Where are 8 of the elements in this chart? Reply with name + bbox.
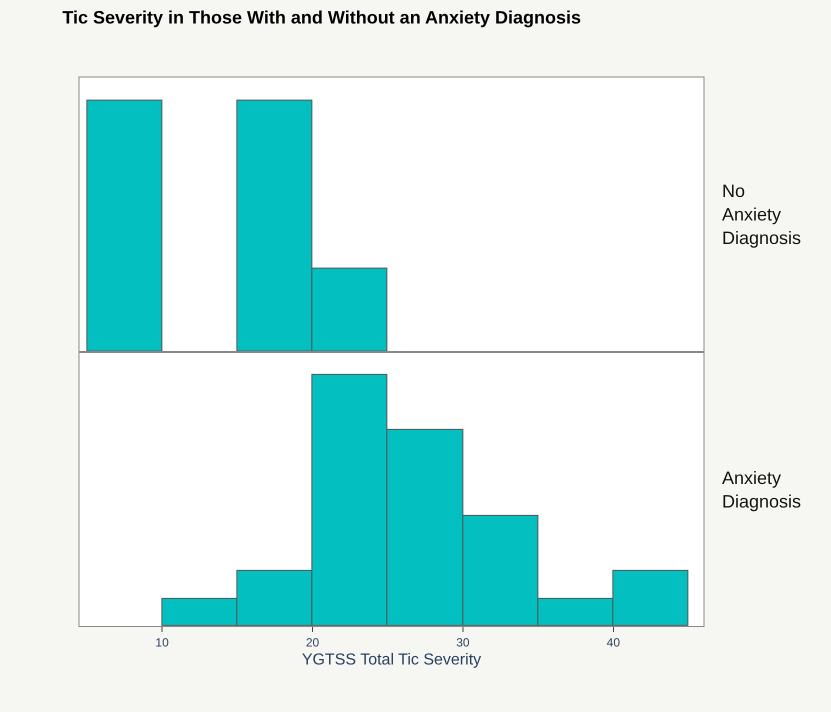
chart-title: Tic Severity in Those With and Without an Anxiety Diagnosis bbox=[62, 7, 582, 28]
x-tick-label: 20 bbox=[306, 636, 320, 650]
x-tick-label: 10 bbox=[155, 636, 170, 650]
x-tick-label: 30 bbox=[456, 636, 470, 650]
text: No Anxiety Diagnosis bbox=[722, 181, 802, 248]
x-tick-label: 40 bbox=[606, 636, 620, 650]
x-axis-title: YGTSS Total Tic Severity bbox=[302, 651, 482, 668]
text: Anxiety Diagnosis bbox=[722, 468, 802, 512]
